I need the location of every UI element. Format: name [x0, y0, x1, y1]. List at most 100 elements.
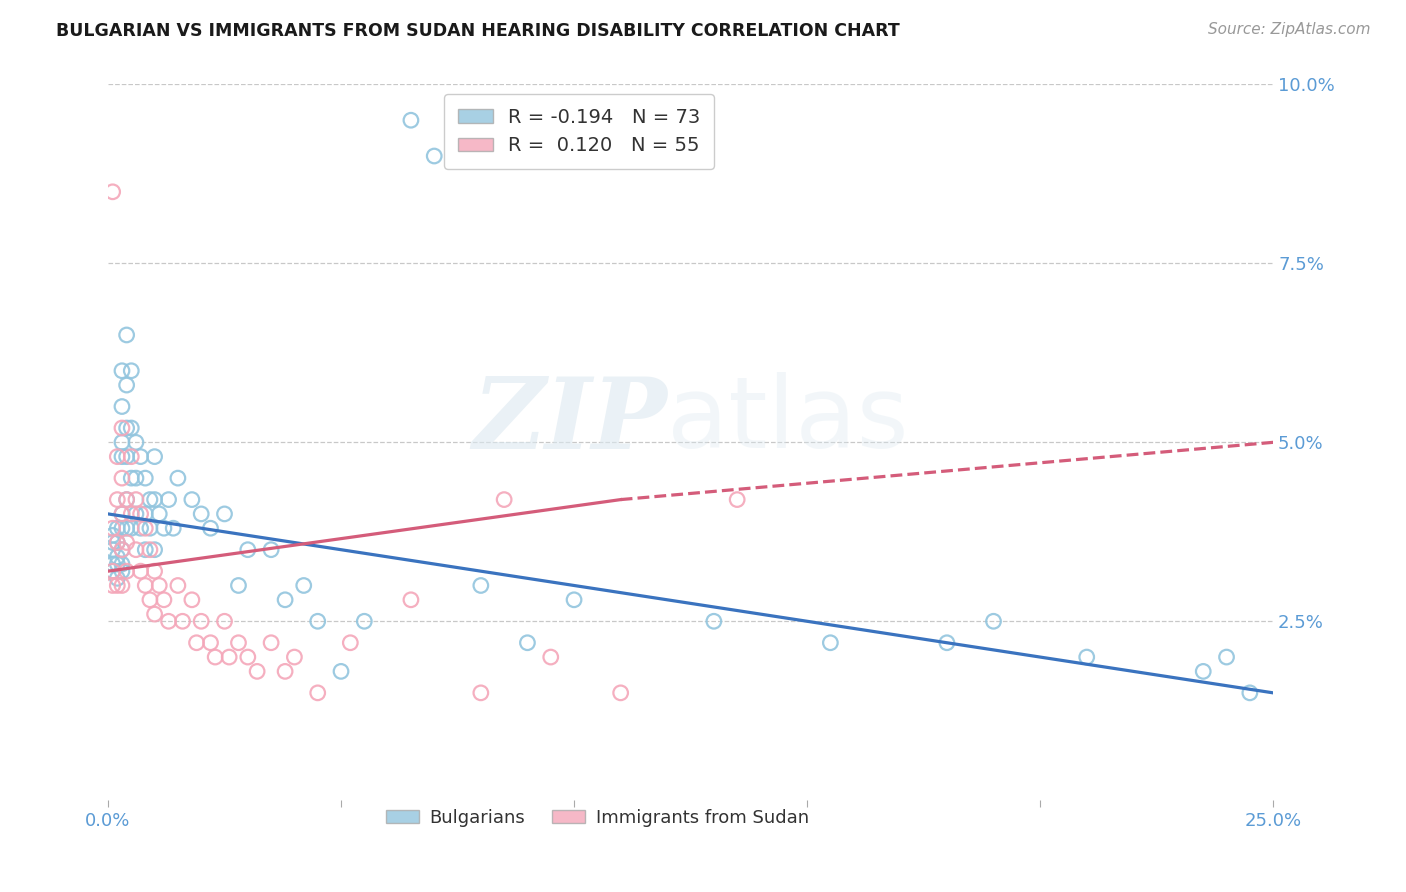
Point [134, 507, 156, 521]
Point [111, 435, 134, 450]
Point [101, 535, 124, 549]
Point [101, 521, 124, 535]
Point [105, 557, 128, 571]
Point [115, 328, 138, 343]
Point [115, 535, 138, 549]
Point [115, 378, 138, 392]
Point [105, 450, 128, 464]
Point [609, 686, 631, 700]
Point [129, 450, 152, 464]
Point [214, 614, 236, 628]
Text: ZIP: ZIP [472, 373, 668, 469]
Point [129, 521, 152, 535]
Point [157, 614, 180, 628]
Point [101, 542, 124, 557]
Point [129, 507, 152, 521]
Point [218, 650, 240, 665]
Point [111, 542, 134, 557]
Point [115, 564, 138, 578]
Point [283, 650, 305, 665]
Point [260, 542, 283, 557]
Point [101, 564, 124, 578]
Point [148, 507, 170, 521]
Point [246, 665, 269, 679]
Point [139, 542, 162, 557]
Point [139, 492, 162, 507]
Point [143, 607, 166, 621]
Point [143, 450, 166, 464]
Point [540, 650, 562, 665]
Point [134, 521, 156, 535]
Point [204, 650, 226, 665]
Point [120, 364, 142, 378]
Point [725, 492, 748, 507]
Point [153, 592, 176, 607]
Point [399, 592, 422, 607]
Point [162, 521, 184, 535]
Point [115, 421, 138, 435]
Point [236, 542, 259, 557]
Point [101, 578, 124, 592]
Point [115, 492, 138, 507]
Point [120, 521, 142, 535]
Point [115, 521, 138, 535]
Point [101, 528, 124, 542]
Point [562, 592, 585, 607]
Point [820, 636, 842, 650]
Text: BULGARIAN VS IMMIGRANTS FROM SUDAN HEARING DISABILITY CORRELATION CHART: BULGARIAN VS IMMIGRANTS FROM SUDAN HEARI… [56, 22, 900, 40]
Point [200, 521, 222, 535]
Point [120, 450, 142, 464]
Point [228, 636, 250, 650]
Point [101, 564, 124, 578]
Point [143, 492, 166, 507]
Point [307, 614, 329, 628]
Point [111, 542, 134, 557]
Point [307, 686, 329, 700]
Point [111, 578, 134, 592]
Point [703, 614, 725, 628]
Point [105, 535, 128, 549]
Point [120, 471, 142, 485]
Point [120, 507, 142, 521]
Point [236, 650, 259, 665]
Point [172, 614, 194, 628]
Point [129, 564, 152, 578]
Point [115, 492, 138, 507]
Point [125, 471, 148, 485]
Point [470, 578, 492, 592]
Point [111, 471, 134, 485]
Point [153, 521, 176, 535]
Text: atlas: atlas [668, 372, 908, 469]
Point [423, 149, 446, 163]
Point [260, 636, 283, 650]
Point [330, 665, 353, 679]
Point [190, 507, 212, 521]
Point [101, 185, 124, 199]
Point [274, 592, 297, 607]
Point [105, 578, 128, 592]
Point [111, 564, 134, 578]
Point [125, 435, 148, 450]
Point [143, 542, 166, 557]
Point [339, 636, 361, 650]
Point [101, 557, 124, 571]
Point [983, 614, 1005, 628]
Point [399, 113, 422, 128]
Point [105, 521, 128, 535]
Point [125, 507, 148, 521]
Point [200, 636, 222, 650]
Point [516, 636, 538, 650]
Point [1076, 650, 1098, 665]
Point [105, 535, 128, 549]
Point [111, 507, 134, 521]
Point [120, 421, 142, 435]
Point [111, 421, 134, 435]
Point [470, 686, 492, 700]
Point [292, 578, 315, 592]
Point [105, 492, 128, 507]
Point [157, 492, 180, 507]
Point [167, 578, 190, 592]
Text: Source: ZipAtlas.com: Source: ZipAtlas.com [1208, 22, 1371, 37]
Point [1239, 686, 1261, 700]
Point [148, 578, 170, 592]
